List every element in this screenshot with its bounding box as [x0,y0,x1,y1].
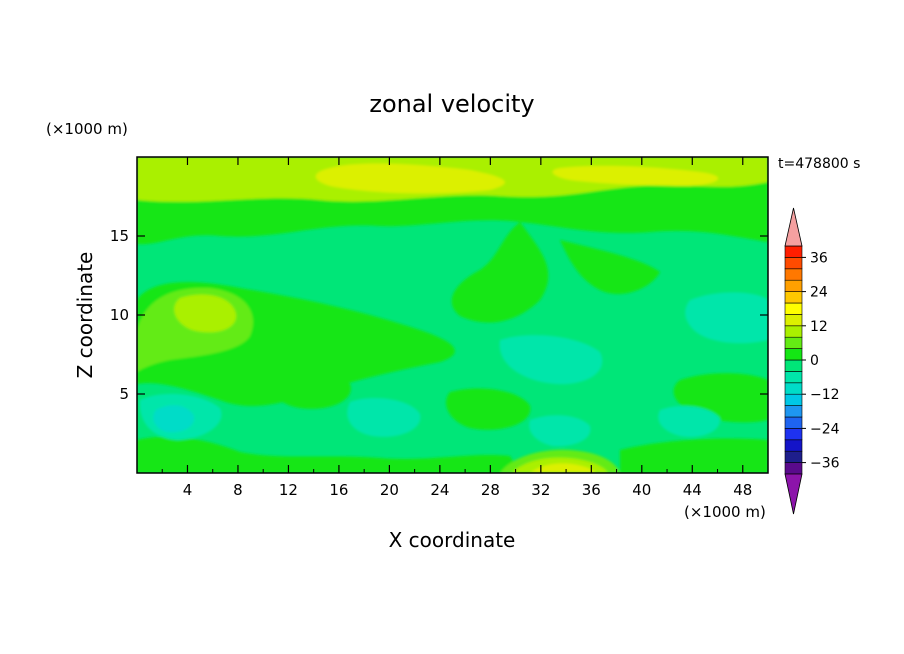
x-tick-label: 20 [380,481,399,499]
colorbar-band [784,336,803,349]
colorbar-band [784,393,803,406]
negative-patch-left-core [153,405,195,433]
colorbar-band [784,462,803,475]
time-label: t=478800 s [778,156,860,172]
x-tick-label: 24 [430,481,449,499]
colorbar-band [784,428,803,441]
colorbar-band [784,371,803,384]
x-tick-label: 4 [183,481,193,499]
colorbar-band [784,268,803,281]
negative-patch-right [685,292,768,344]
contour-field [137,157,768,473]
colorbar-band [784,405,803,418]
bottom-left-positive [137,436,520,473]
colorbar-tick-label: −36 [810,456,840,472]
colorbar-band [784,325,803,338]
negative-patch-bottom [529,415,591,447]
negative-patch-mid [347,398,421,437]
colorbar-band [784,416,803,429]
x-tick-label: 48 [733,481,752,499]
bottom-blob-core [530,463,596,473]
y-axis-label: Z coordinate [73,252,97,379]
x-unit-label: (×1000 m) [684,503,766,521]
colorbar-band [784,291,803,304]
colorbar-over-arrow [784,207,803,247]
colorbar-band [784,245,803,258]
colorbar-band [784,279,803,292]
left-blob-core [174,294,237,333]
central-positive-tongue2 [560,240,660,294]
colorbar-band [784,257,803,270]
x-tick-label: 28 [481,481,500,499]
colorbar-band [784,348,803,361]
colorbar: −36 −24 −12 0 12 24 36 [784,207,840,515]
colorbar-band [784,314,803,327]
y-tick-label: 15 [110,227,129,245]
x-tick-label: 40 [632,481,651,499]
negative-patch-br [658,405,721,438]
central-positive-tongue [451,222,549,323]
mid-positive-patch2 [446,388,531,430]
colorbar-band [784,439,803,452]
x-axis: 4 8 12 16 20 24 28 32 36 40 44 48 [161,157,752,499]
upper-band-core [315,163,505,194]
y-tick-label: 5 [119,385,129,403]
x-axis-label: X coordinate [389,528,516,552]
bottom-right-positive [620,438,768,473]
colorbar-band [784,382,803,395]
y-tick-label: 10 [110,306,129,324]
x-tick-label: 8 [233,481,243,499]
mid-positive-patch [267,365,351,409]
colorbar-band [784,359,803,372]
x-tick-label: 12 [279,481,298,499]
x-tick-label: 36 [582,481,601,499]
x-tick-label: 44 [683,481,702,499]
colorbar-band [784,302,803,315]
x-tick-label: 16 [329,481,348,499]
colorbar-tick-label: −24 [810,421,840,437]
x-tick-label: 32 [531,481,550,499]
colorbar-tick-label: 24 [810,285,828,301]
colorbar-tick-label: 36 [810,250,828,266]
chart-title: zonal velocity [369,90,534,118]
colorbar-under-arrow [784,473,803,515]
colorbar-band [784,450,803,463]
y-axis: 5 10 15 [110,227,768,403]
upper-band-core2 [552,165,719,186]
negative-patch-center [499,335,603,385]
y-unit-label: (×1000 m) [46,120,128,138]
colorbar-tick-label: −12 [810,387,840,403]
colorbar-tick-label: 0 [810,353,819,369]
colorbar-tick-label: 12 [810,319,828,335]
